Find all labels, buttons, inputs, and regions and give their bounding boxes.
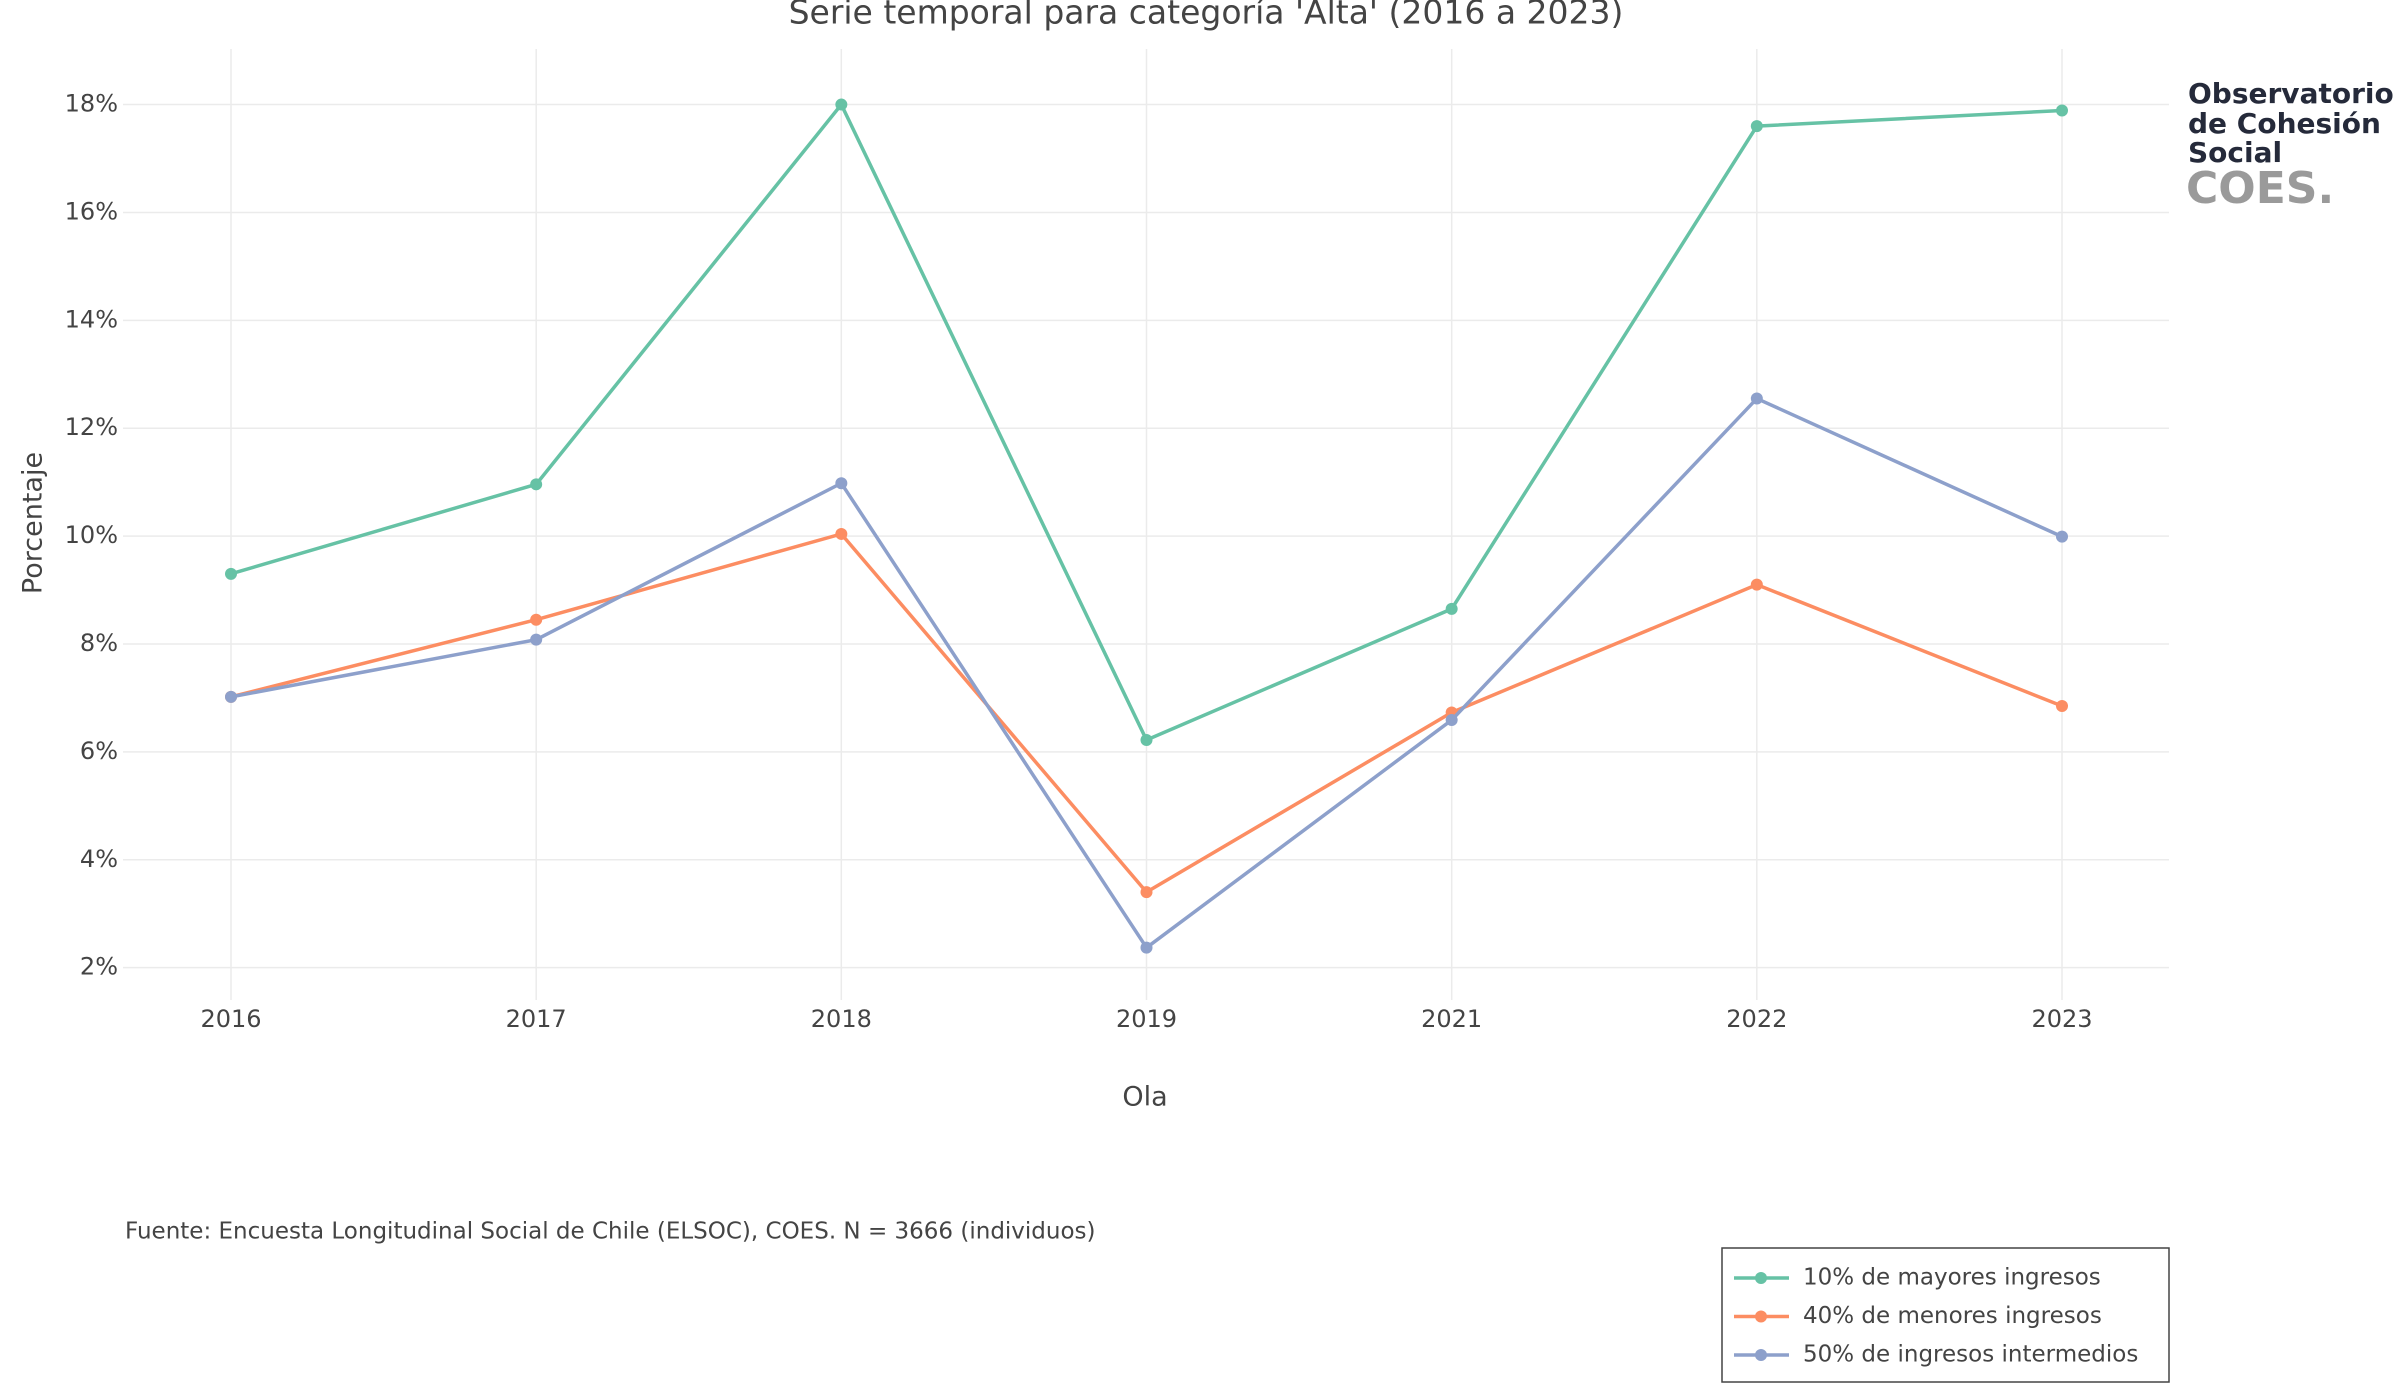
x-tick-label: 2022 xyxy=(1726,1005,1787,1033)
point xyxy=(1140,733,1153,746)
legend-swatch xyxy=(1755,1272,1767,1284)
x-tick-label: 2021 xyxy=(1421,1005,1482,1033)
x-tick-label: 2023 xyxy=(2031,1005,2092,1033)
y-tick-label: 16% xyxy=(65,197,118,225)
logo-text: Observatorio xyxy=(2188,77,2394,110)
legend-swatch xyxy=(1755,1349,1767,1361)
x-tick-label: 2019 xyxy=(1116,1005,1177,1033)
y-axis-label: Porcentaje xyxy=(18,452,49,594)
y-tick-label: 6% xyxy=(80,737,118,765)
legend-label: 10% de mayores ingresos xyxy=(1803,1265,2101,1291)
point xyxy=(530,633,543,646)
x-tick-label: 2017 xyxy=(506,1005,567,1033)
point xyxy=(1750,578,1763,591)
point xyxy=(225,567,237,580)
point xyxy=(1445,714,1458,727)
point xyxy=(2056,700,2068,713)
logo-text: Social xyxy=(2188,136,2282,169)
legend-swatch xyxy=(1755,1310,1767,1323)
point xyxy=(835,527,848,540)
point xyxy=(225,690,237,703)
point xyxy=(835,477,848,490)
point xyxy=(1140,941,1153,954)
logo-text: COES. xyxy=(2186,163,2334,214)
point xyxy=(835,98,848,111)
y-tick-label: 14% xyxy=(65,305,118,333)
y-tick-label: 2% xyxy=(80,953,118,981)
point xyxy=(1445,602,1458,615)
y-tick-label: 4% xyxy=(80,845,118,873)
y-tick-label: 18% xyxy=(65,90,118,118)
x-tick-label: 2016 xyxy=(200,1005,261,1033)
y-tick-label: 12% xyxy=(65,413,118,441)
logo-text: de Cohesión xyxy=(2188,107,2381,140)
x-axis-label: Ola xyxy=(1122,1082,1167,1113)
legend-box xyxy=(1721,1247,2170,1383)
point xyxy=(1140,886,1153,899)
legend-label: 50% de ingresos intermedios xyxy=(1803,1342,2138,1368)
point xyxy=(530,613,543,626)
chart-title: Serie temporal para categoría 'Alta' (20… xyxy=(789,0,1624,32)
point xyxy=(530,478,543,491)
point xyxy=(2056,104,2068,117)
y-tick-label: 10% xyxy=(65,521,118,549)
logo: Observatorio de Cohesión Social COES. xyxy=(2186,77,2394,214)
point xyxy=(1750,120,1763,133)
x-tick-label: 2018 xyxy=(811,1005,872,1033)
point xyxy=(2056,530,2068,543)
legend-label: 40% de menores ingresos xyxy=(1803,1303,2102,1329)
y-tick-label: 8% xyxy=(80,629,118,657)
point xyxy=(1750,392,1763,405)
caption: Fuente: Encuesta Longitudinal Social de … xyxy=(125,1219,1096,1245)
